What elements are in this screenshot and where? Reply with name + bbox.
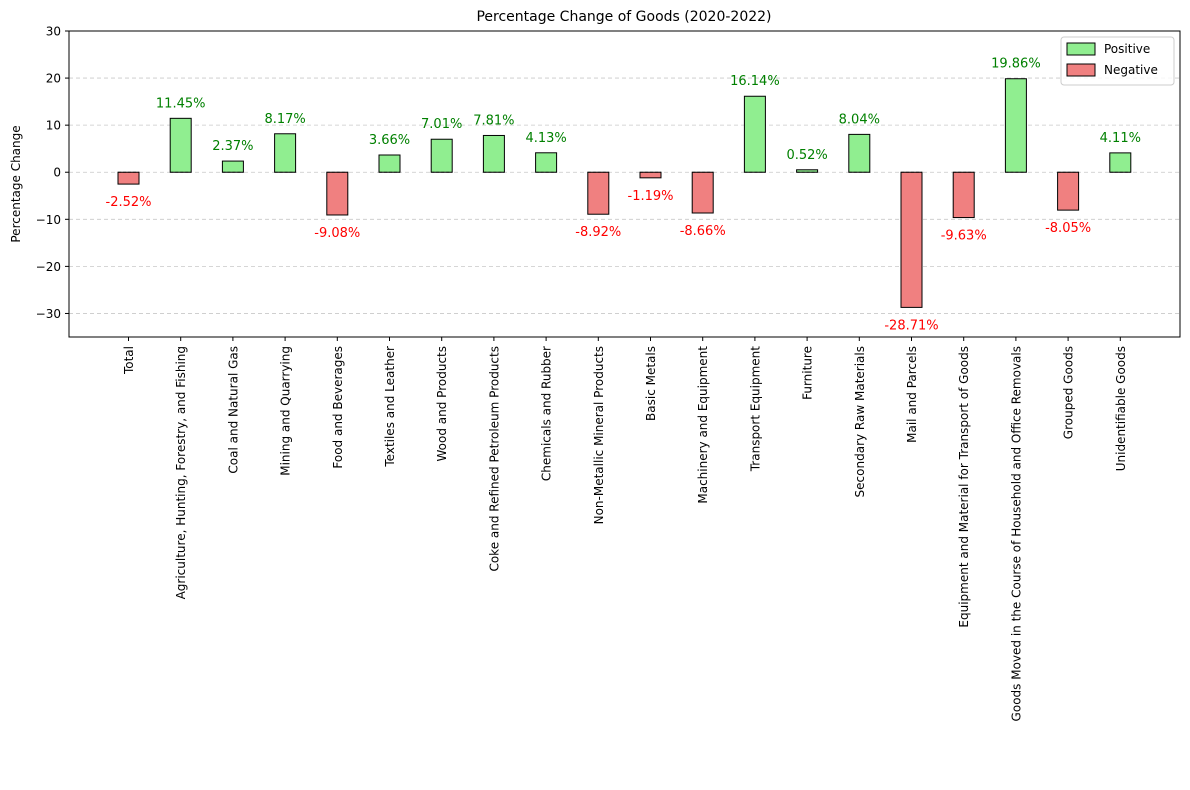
y-axis-label: Percentage Change — [9, 125, 23, 242]
gridlines — [69, 77, 1180, 314]
bar-goods-moved-in-the-course-of-household-and-office-removals — [1004, 78, 1027, 173]
bar-transport-equipment — [743, 95, 766, 173]
data-label-wood-and-products: 7.01% — [421, 117, 462, 132]
plot-frame — [68, 30, 1181, 338]
x-tick-label-furniture: Furniture — [801, 346, 815, 400]
data-label-textiles-and-leather: 3.66% — [369, 133, 410, 148]
y-tick-label: −10 — [36, 213, 61, 227]
bar-coal-and-natural-gas — [221, 160, 244, 173]
x-tick-label-wood-and-products: Wood and Products — [435, 346, 449, 461]
bar-food-and-beverages — [326, 171, 349, 216]
legend-label-positive: Positive — [1104, 42, 1150, 56]
chart-title: Percentage Change of Goods (2020-2022) — [476, 9, 771, 25]
x-tick-label-non-metallic-mineral-products: Non-Metallic Mineral Products — [592, 346, 606, 524]
bar-equipment-and-material-for-transport-of-goods — [952, 171, 975, 219]
y-tick-label: −20 — [36, 260, 61, 274]
y-tick-label: 30 — [46, 25, 61, 39]
data-label-goods-moved-in-the-course-of-household-and-office-removals: 19.86% — [991, 57, 1041, 72]
y-axis-ticks: −30 −20 −10 0 10 20 30 — [36, 25, 69, 321]
x-axis-ticks: Total Agriculture, Hunting, Forestry, and… — [122, 337, 1128, 721]
data-label-unidentifiable-goods: 4.11% — [1100, 131, 1141, 146]
data-label-total: -2.52% — [106, 195, 152, 210]
bar-coke-and-refined-petroleum-products — [482, 134, 505, 173]
legend-swatch-positive — [1066, 42, 1096, 56]
data-label-non-metallic-mineral-products: -8.92% — [575, 225, 621, 240]
data-label-agriculture-hunting-forestry-and-fishing: 11.45% — [156, 96, 206, 111]
data-label-mail-and-parcels: -28.71% — [884, 318, 938, 333]
x-tick-label-agriculture-hunting-forestry-and-fishing: Agriculture, Hunting, Forestry, and Fish… — [174, 346, 188, 599]
legend-label-negative: Negative — [1104, 63, 1158, 77]
x-tick-label-coke-and-refined-petroleum-products: Coke and Refined Petroleum Products — [487, 346, 501, 572]
data-label-secondary-raw-materials: 8.04% — [839, 112, 880, 127]
bar-unidentifiable-goods — [1109, 152, 1132, 173]
bar-textiles-and-leather — [378, 154, 401, 173]
x-tick-label-food-and-beverages: Food and Beverages — [331, 346, 345, 469]
bar-mail-and-parcels — [900, 171, 923, 308]
bar-agriculture-hunting-forestry-and-fishing — [169, 117, 192, 173]
x-tick-label-unidentifiable-goods: Unidentifiable Goods — [1114, 346, 1128, 471]
y-tick-label: 20 — [46, 72, 61, 86]
x-tick-label-mail-and-parcels: Mail and Parcels — [905, 346, 919, 443]
bar-total — [117, 171, 140, 185]
x-tick-label-total: Total — [122, 346, 136, 375]
x-tick-label-mining-and-quarrying: Mining and Quarrying — [279, 346, 293, 476]
bar-mining-and-quarrying — [274, 133, 297, 173]
data-label-coal-and-natural-gas: 2.37% — [212, 139, 253, 154]
x-tick-label-grouped-goods: Grouped Goods — [1062, 346, 1076, 439]
data-label-chemicals-and-rubber: 4.13% — [525, 131, 566, 146]
data-label-food-and-beverages: -9.08% — [314, 226, 360, 241]
bar-non-metallic-mineral-products — [587, 171, 610, 215]
legend: Positive Negative — [1060, 36, 1175, 86]
data-label-furniture: 0.52% — [786, 148, 827, 163]
x-tick-label-goods-moved-in-the-course-of-household-and-office-removals: Goods Moved in the Course of Household a… — [1009, 346, 1023, 721]
legend-swatch-negative — [1066, 63, 1096, 77]
x-tick-label-chemicals-and-rubber: Chemicals and Rubber — [540, 346, 554, 481]
bar-chemicals-and-rubber — [535, 152, 558, 173]
bar-secondary-raw-materials — [848, 133, 871, 173]
y-tick-label: 10 — [46, 119, 61, 133]
data-label-coke-and-refined-petroleum-products: 7.81% — [473, 113, 514, 128]
x-tick-label-textiles-and-leather: Textiles and Leather — [383, 346, 397, 468]
data-labels: -2.52% 11.45% 2.37% 8.17% -9.08% 3.66% 7.01% 7.… — [106, 57, 1141, 334]
data-label-machinery-and-equipment: -8.66% — [680, 224, 726, 239]
data-label-equipment-and-material-for-transport-of-goods: -9.63% — [941, 229, 987, 244]
x-tick-label-equipment-and-material-for-transport-of-goods: Equipment and Material for Transport of … — [957, 346, 971, 628]
data-label-transport-equipment: 16.14% — [730, 74, 780, 89]
bar-wood-and-products — [430, 138, 453, 173]
y-tick-label: 0 — [53, 166, 61, 180]
x-tick-label-basic-metals: Basic Metals — [644, 346, 658, 421]
x-tick-label-machinery-and-equipment: Machinery and Equipment — [696, 346, 710, 504]
bar-basic-metals — [639, 171, 662, 179]
bar-grouped-goods — [1057, 171, 1080, 211]
x-tick-label-secondary-raw-materials: Secondary Raw Materials — [853, 346, 867, 497]
x-tick-label-coal-and-natural-gas: Coal and Natural Gas — [226, 346, 240, 474]
bars — [117, 78, 1132, 308]
data-label-mining-and-quarrying: 8.17% — [264, 112, 305, 127]
data-label-grouped-goods: -8.05% — [1045, 221, 1091, 236]
bar-machinery-and-equipment — [691, 171, 714, 214]
y-tick-label: −30 — [36, 307, 61, 321]
data-label-basic-metals: -1.19% — [628, 189, 674, 204]
x-tick-label-transport-equipment: Transport Equipment — [748, 346, 762, 473]
